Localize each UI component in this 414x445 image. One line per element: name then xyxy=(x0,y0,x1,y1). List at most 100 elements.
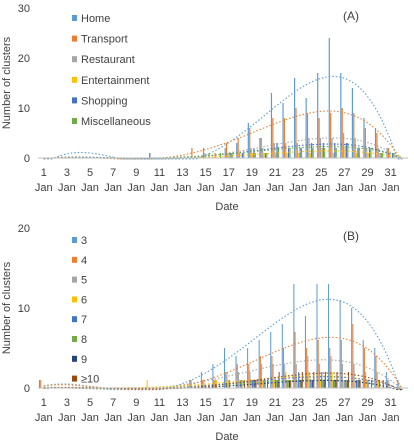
bar xyxy=(278,372,280,388)
bar xyxy=(318,364,320,388)
legend-swatch xyxy=(72,97,77,104)
bar xyxy=(236,364,238,388)
bar xyxy=(298,153,300,158)
legend-swatch xyxy=(72,118,77,124)
bar xyxy=(352,324,354,388)
bar xyxy=(299,148,301,158)
bar xyxy=(307,356,309,388)
y-tick-label: 0 xyxy=(24,153,30,165)
legend-swatch xyxy=(72,316,77,323)
x-tick-label-month: Jan xyxy=(382,182,400,194)
x-tick-label-month: Jan xyxy=(81,412,99,424)
bar xyxy=(239,380,241,388)
bar xyxy=(300,380,302,388)
bar xyxy=(387,148,390,158)
bar xyxy=(241,380,243,388)
bar xyxy=(247,123,249,158)
bar xyxy=(385,372,387,388)
x-tick-label-day: 1 xyxy=(41,397,47,409)
x-tick-label-day: 21 xyxy=(269,397,281,409)
x-tick-label-month: Jan xyxy=(359,412,377,424)
bar xyxy=(301,372,303,388)
bar xyxy=(374,348,376,388)
y-axis-title: Number of clusters xyxy=(1,261,13,354)
bar xyxy=(298,372,300,388)
x-tick-label-month: Jan xyxy=(104,412,122,424)
legend-swatch xyxy=(72,56,77,63)
bar xyxy=(283,118,285,158)
bar xyxy=(335,380,337,388)
bar xyxy=(295,108,297,158)
y-tick-label: 10 xyxy=(18,303,30,315)
legend-label: 6 xyxy=(81,294,87,306)
x-tick-label-month: Jan xyxy=(243,182,261,194)
bar xyxy=(262,148,264,158)
bar xyxy=(146,380,148,388)
bar xyxy=(219,153,222,158)
legend-label: Restaurant xyxy=(81,54,135,66)
bar xyxy=(262,380,264,388)
y-tick-label: 30 xyxy=(18,3,30,15)
bar xyxy=(381,153,384,158)
bar xyxy=(300,148,303,158)
y-axis-title: Number of clusters xyxy=(1,36,13,129)
x-tick-label-day: 7 xyxy=(110,397,116,409)
bar xyxy=(276,380,278,388)
x-tick-label-month: Jan xyxy=(266,412,284,424)
bar xyxy=(342,364,344,388)
bar xyxy=(281,324,283,388)
bar xyxy=(227,153,229,158)
bar xyxy=(231,153,233,158)
x-tick-label-month: Jan xyxy=(220,182,238,194)
x-tick-label-month: Jan xyxy=(58,412,76,424)
bar xyxy=(271,356,273,388)
x-tick-label-day: 29 xyxy=(361,397,373,409)
bar xyxy=(340,73,342,158)
x-tick-label-month: Jan xyxy=(81,182,99,194)
bar xyxy=(282,103,284,158)
x-tick-label-day: 23 xyxy=(292,397,304,409)
bar xyxy=(355,153,358,158)
x-tick-label-day: 29 xyxy=(361,167,373,179)
x-tick-label-day: 27 xyxy=(338,397,350,409)
bar xyxy=(289,148,291,158)
legend-swatch xyxy=(72,15,77,21)
bar xyxy=(270,93,273,158)
bar xyxy=(213,380,215,388)
bar xyxy=(393,153,395,158)
bar xyxy=(273,143,275,158)
x-tick-label-day: 23 xyxy=(292,167,304,179)
bar xyxy=(329,348,331,388)
bar xyxy=(363,118,365,158)
bar xyxy=(331,138,333,158)
bar xyxy=(322,143,324,158)
bar xyxy=(351,308,353,388)
bar xyxy=(263,153,265,158)
bar xyxy=(376,133,378,158)
x-tick-label-month: Jan xyxy=(35,412,53,424)
legend-label: Miscellaneous xyxy=(81,116,151,128)
x-tick-label-day: 11 xyxy=(154,167,165,179)
bar xyxy=(310,380,312,388)
bar xyxy=(272,364,274,388)
x-tick-label-day: 31 xyxy=(385,167,397,179)
x-tick-label-day: 25 xyxy=(315,167,327,179)
x-tick-label-day: 9 xyxy=(133,397,139,409)
bar xyxy=(336,372,338,388)
bar xyxy=(149,153,151,158)
bar xyxy=(324,372,326,388)
bar xyxy=(353,113,355,158)
bar xyxy=(305,98,307,158)
x-axis-title: Date xyxy=(215,201,238,213)
x-tick-label-month: Jan xyxy=(336,182,354,194)
x-tick-label-month: Jan xyxy=(220,412,238,424)
x-tick-label-month: Jan xyxy=(266,182,284,194)
bar xyxy=(290,380,292,388)
legend-label: Shopping xyxy=(81,95,128,107)
legend-label: 9 xyxy=(81,354,87,366)
bar xyxy=(224,148,226,158)
bar xyxy=(377,380,379,388)
bar xyxy=(320,380,322,388)
x-tick-label-month: Jan xyxy=(197,412,215,424)
bar xyxy=(237,372,239,388)
